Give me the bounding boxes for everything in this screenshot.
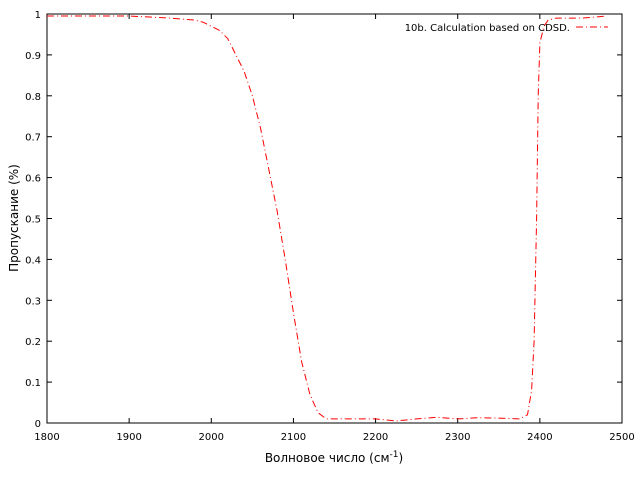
- series-group: [47, 15, 606, 422]
- y-tick-label: 0.8: [25, 92, 41, 103]
- y-tick-label: 0: [35, 419, 41, 430]
- axis-ticks: 1800 1900 2000 2100 2200 2300 2400 2500 0 0.1 0.2 0…: [25, 10, 635, 443]
- y-tick-label: 0.5: [25, 215, 41, 226]
- y-tick-label: 0.3: [25, 296, 41, 307]
- x-tick-label: 2400: [527, 432, 552, 443]
- y-tick-label: 0.9: [25, 51, 41, 62]
- x-tick-label: 2100: [281, 432, 306, 443]
- legend: 10b. Calculation based on CDSD.: [405, 23, 608, 34]
- y-tick-label: 0.1: [25, 378, 41, 389]
- plot-frame: [46, 13, 623, 424]
- y-axis-label: Пропускание (%): [7, 164, 21, 272]
- y-tick-label: 0.6: [25, 174, 41, 185]
- x-tick-label: 2200: [363, 432, 388, 443]
- y-tick-label: 0.2: [25, 337, 41, 348]
- y-tick-label: 0.4: [25, 255, 41, 266]
- x-tick-label: 2000: [199, 432, 224, 443]
- y-tick-label: 1: [35, 10, 41, 21]
- legend-label: 10b. Calculation based on CDSD.: [405, 23, 570, 34]
- x-tick-label: 1800: [34, 432, 59, 443]
- series-line: [47, 15, 606, 422]
- x-tick-label: 1900: [116, 432, 141, 443]
- y-tick-label: 0.7: [25, 133, 41, 144]
- x-tick-label: 2300: [445, 432, 470, 443]
- x-tick-label: 2500: [609, 432, 634, 443]
- x-axis-label: Волновое число (см-1): [265, 450, 403, 465]
